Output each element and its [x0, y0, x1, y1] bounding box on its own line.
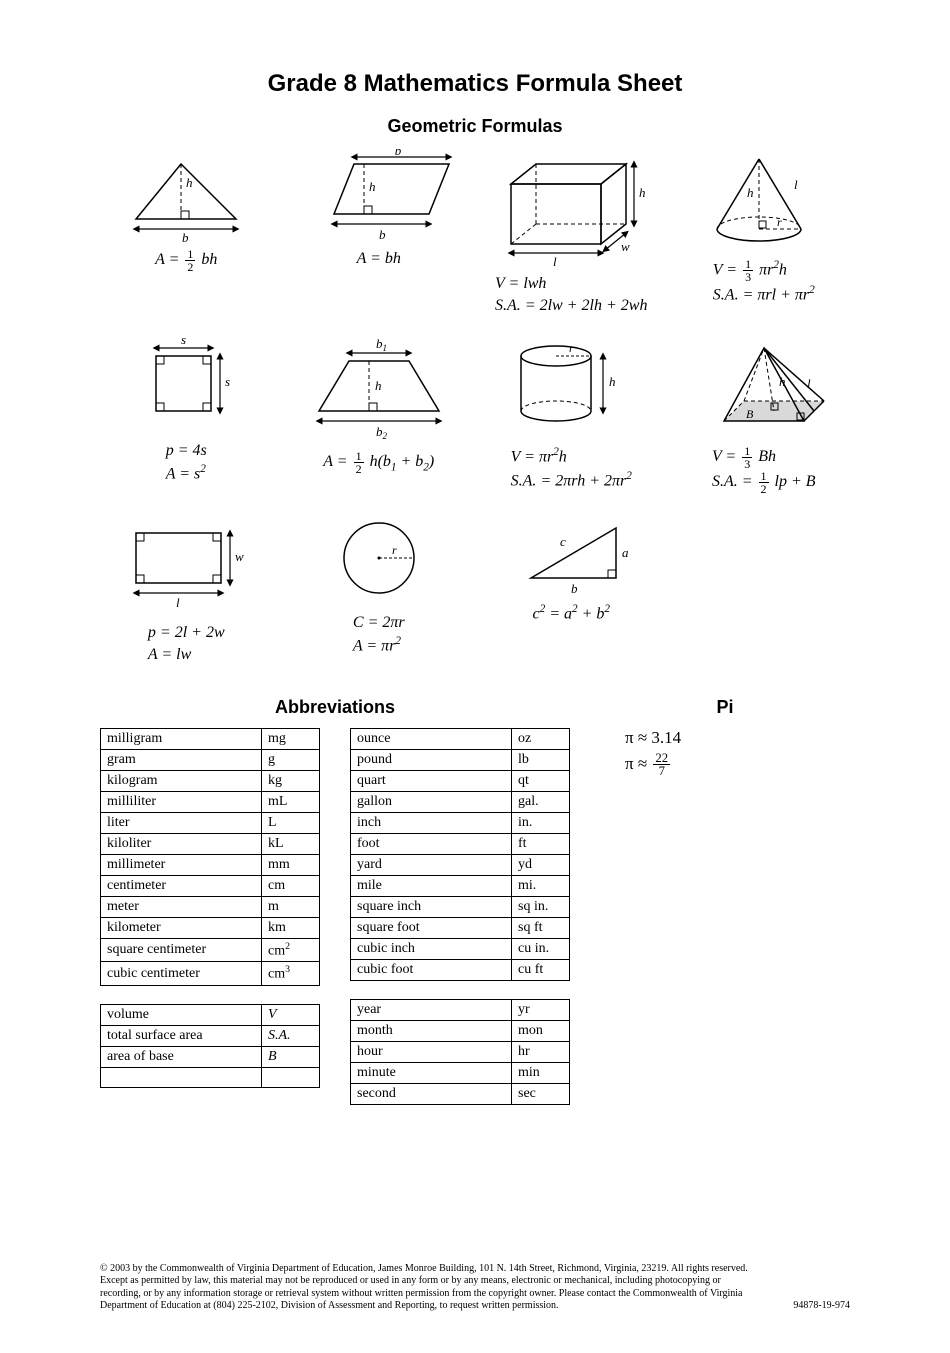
svg-text:w: w — [235, 549, 244, 564]
pi-frac-n: 22 — [653, 752, 670, 766]
geom-heading: Geometric Formulas — [100, 116, 850, 137]
table-row: minutemin — [351, 1062, 570, 1083]
table-row: square footsq ft — [351, 917, 570, 938]
svg-text:l: l — [553, 254, 557, 269]
shape-parallelogram: h b b A = bh — [293, 149, 466, 318]
svg-text:s: s — [225, 374, 230, 389]
table-row: milligrammg — [101, 728, 320, 749]
svg-text:B: B — [746, 407, 754, 421]
shape-cone: h l r V = 13 πr2h S.A. = πrl + πr2 — [678, 149, 851, 318]
svg-text:h: h — [186, 175, 193, 190]
svg-text:b1: b1 — [376, 336, 387, 353]
svg-text:b: b — [571, 581, 578, 596]
pi-decimal: 3.14 — [651, 728, 681, 747]
table-row: monthmon — [351, 1020, 570, 1041]
table-row: ounceoz — [351, 728, 570, 749]
table-metric: milligrammggramgkilogramkgmillilitermLli… — [100, 728, 320, 986]
table-row: poundlb — [351, 749, 570, 770]
svg-text:h: h — [369, 179, 376, 194]
table-row: yardyd — [351, 854, 570, 875]
table-row: volumeV — [101, 1004, 320, 1025]
table-row: gramg — [101, 749, 320, 770]
shape-trapezoid: h b1 b2 A = 12 h(b1 + b2) — [293, 336, 466, 495]
table-row: square centimetercm2 — [101, 938, 320, 962]
table-geom-sym: volumeVtotal surface areaS.A.area of bas… — [100, 1004, 320, 1088]
pi-heading: Pi — [600, 697, 850, 718]
table-row: cubic inchcu in. — [351, 938, 570, 959]
shapes-grid: h b A = 12 bh h b b A = bh — [100, 149, 850, 667]
table-imperial: ounceozpoundlbquartqtgallongal.inchin.fo… — [350, 728, 570, 981]
shape-rectangle: w l p = 2l + 2w A = lw — [100, 513, 273, 667]
svg-text:l: l — [807, 376, 811, 391]
svg-text:b: b — [379, 227, 386, 242]
table-row: quartqt — [351, 770, 570, 791]
table-row: kilogramkg — [101, 770, 320, 791]
svg-text:a: a — [622, 545, 629, 560]
footer: © 2003 by the Commonwealth of Virginia D… — [100, 1263, 850, 1313]
svg-text:w: w — [621, 239, 630, 254]
svg-text:h: h — [375, 378, 382, 393]
table-row: centimetercm — [101, 875, 320, 896]
table-row: footft — [351, 833, 570, 854]
svg-text:r: r — [569, 341, 574, 355]
table-row: literL — [101, 812, 320, 833]
lower-sections: Abbreviations Pi milligrammggramgkilogra… — [100, 697, 850, 1123]
table-row: kiloliterkL — [101, 833, 320, 854]
svg-text:l: l — [176, 595, 180, 610]
table-row: kilometerkm — [101, 917, 320, 938]
svg-text:h: h — [639, 185, 646, 200]
abbrev-heading: Abbreviations — [100, 697, 570, 718]
shape-circle: r C = 2πr A = πr2 — [293, 513, 466, 667]
table-row: meterm — [101, 896, 320, 917]
pi-frac-d: 7 — [653, 765, 670, 778]
table-row: square inchsq in. — [351, 896, 570, 917]
svg-text:r: r — [777, 215, 782, 229]
page-title: Grade 8 Mathematics Formula Sheet — [100, 70, 850, 98]
svg-text:r: r — [392, 543, 397, 557]
table-row: yearyr — [351, 999, 570, 1020]
svg-text:c: c — [560, 534, 566, 549]
svg-text:l: l — [794, 177, 798, 192]
svg-text:h: h — [747, 185, 754, 200]
svg-text:b2: b2 — [376, 424, 388, 441]
svg-text:b: b — [182, 230, 189, 244]
shape-rect-prism: h l w V = lwh S.A. = 2lw + 2lh + 2wh — [485, 149, 658, 318]
table-row: secondsec — [351, 1083, 570, 1104]
table-time: yearyrmonthmonhourhrminuteminsecondsec — [350, 999, 570, 1105]
doc-number: 94878-19-974 — [793, 1300, 850, 1313]
table-row: milemi. — [351, 875, 570, 896]
svg-text:h: h — [609, 374, 616, 389]
svg-text:s: s — [181, 336, 186, 347]
table-row: area of baseB — [101, 1046, 320, 1067]
page: Grade 8 Mathematics Formula Sheet Geomet… — [0, 0, 950, 1353]
shape-pyramid: h B l V = 13 Bh S.A. = 12 lp + B — [678, 336, 851, 495]
abbrev-col-1: milligrammggramgkilogramkgmillilitermLli… — [100, 728, 320, 1106]
pi-body: π ≈ 3.14 π ≈ 227 — [600, 728, 850, 783]
shape-triangle: h b A = 12 bh — [100, 149, 273, 318]
abbrev-col-2: ounceozpoundlbquartqtgallongal.inchin.fo… — [350, 728, 570, 1123]
shape-cylinder: r h V = πr2h S.A. = 2πrh + 2πr2 — [485, 336, 658, 495]
copyright-text: © 2003 by the Commonwealth of Virginia D… — [100, 1263, 753, 1313]
shape-right-triangle: c a b c2 = a2 + b2 — [485, 513, 658, 667]
table-row: gallongal. — [351, 791, 570, 812]
shape-empty — [678, 513, 851, 667]
shape-square: s s p = 4s A = s2 — [100, 336, 273, 495]
table-row: hourhr — [351, 1041, 570, 1062]
table-row: millimetermm — [101, 854, 320, 875]
table-row: total surface areaS.A. — [101, 1025, 320, 1046]
table-row: cubic footcu ft — [351, 959, 570, 980]
table-row: millilitermL — [101, 791, 320, 812]
table-row — [101, 1067, 320, 1087]
svg-text:h: h — [779, 374, 786, 389]
svg-text:b: b — [395, 149, 402, 158]
table-row: cubic centimetercm3 — [101, 962, 320, 986]
table-row: inchin. — [351, 812, 570, 833]
